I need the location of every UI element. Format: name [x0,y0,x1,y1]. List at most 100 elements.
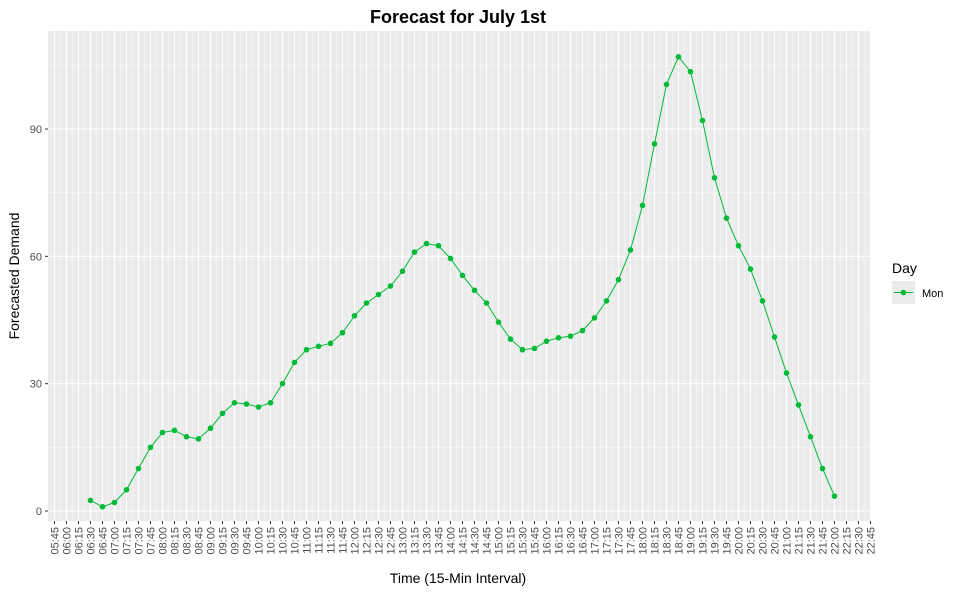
data-point [627,247,634,253]
x-tick-label: 13:45 [434,527,446,555]
data-point [591,315,598,321]
x-tick-label: 10:00 [254,527,266,555]
x-tick-label: 21:45 [818,527,830,555]
data-point [351,312,358,319]
data-point [135,465,142,472]
x-tick-label: 22:00 [830,527,842,555]
data-point [747,266,754,272]
x-tick-label: 14:45 [482,527,494,555]
data-point [99,503,106,510]
x-tick-label: 07:15 [122,527,134,555]
data-point [87,497,94,504]
data-point [687,68,694,75]
x-tick-label: 13:00 [398,527,410,555]
x-tick-label: 18:15 [650,527,662,555]
x-tick-label: 06:00 [62,527,74,555]
x-tick-label: 14:30 [470,527,482,555]
data-point [327,340,334,347]
x-tick-label: 21:00 [782,527,794,555]
x-tick-label: 22:15 [842,527,854,555]
data-point [315,343,322,350]
data-point [555,335,562,341]
data-point [495,319,502,325]
data-point [639,202,646,209]
data-point [771,334,778,340]
data-point [663,81,670,88]
y-tick-label: 60 [30,251,42,263]
data-point [183,433,190,440]
x-tick-label: 14:00 [446,527,458,555]
x-tick-label: 05:45 [50,527,62,555]
data-point [567,333,574,339]
x-tick-label: 13:30 [422,527,434,555]
data-point [147,444,154,451]
data-point [255,404,262,410]
x-tick-label: 06:45 [98,527,110,555]
x-tick-label: 09:45 [242,527,254,555]
x-tick-label: 12:00 [350,527,362,555]
data-point [363,300,370,306]
data-point [279,380,286,387]
data-point [759,298,766,304]
x-tick-label: 10:45 [290,527,302,555]
data-point [399,268,406,274]
data-point [783,370,790,376]
x-tick-label: 13:15 [410,527,422,555]
x-tick-label: 20:00 [734,527,746,555]
data-point [543,338,550,345]
data-point [243,401,250,407]
x-tick-label: 07:30 [134,527,146,555]
x-axis: 05:45 06:00 06:15 06:30 06:45 07:00 07:15 07:30… [50,521,878,555]
data-point [735,242,742,249]
chart-title: Forecast for July 1st [370,7,546,27]
x-tick-label: 11:45 [338,527,350,554]
x-tick-label: 09:15 [218,527,230,555]
data-point [171,427,178,434]
data-point [459,272,466,279]
x-tick-label: 18:30 [662,527,674,555]
gridlines [48,31,872,521]
x-tick-label: 15:00 [494,527,506,555]
y-tick-label: 90 [30,124,42,136]
data-point [159,429,166,436]
legend-title: Day [892,260,917,276]
x-tick-label: 20:15 [746,527,758,555]
data-point [831,493,838,499]
x-tick-label: 22:30 [854,527,866,555]
data-point [267,399,274,406]
x-tick-label: 19:00 [686,527,698,555]
x-tick-label: 08:30 [182,527,194,555]
x-tick-label: 20:30 [758,527,770,555]
data-point [651,141,658,147]
x-tick-label: 15:30 [518,527,530,555]
x-tick-label: 22:45 [866,527,878,555]
data-point [123,486,130,493]
x-tick-label: 21:30 [806,527,818,555]
x-tick-label: 17:45 [626,527,638,555]
data-point [723,215,730,221]
x-tick-label: 15:45 [530,527,542,555]
data-point [531,345,538,352]
data-point [375,291,382,298]
x-tick-label: 08:45 [194,527,206,555]
x-tick-label: 16:15 [554,527,566,555]
x-tick-label: 08:15 [170,527,182,555]
x-tick-label: 11:30 [326,527,338,554]
x-tick-label: 07:45 [146,527,158,555]
data-point [615,276,622,283]
data-point [195,436,202,442]
data-point [303,346,310,353]
x-tick-label: 09:00 [206,527,218,555]
x-tick-label: 12:30 [374,527,386,555]
x-tick-label: 18:45 [674,527,686,555]
x-tick-label: 16:45 [578,527,590,555]
legend: Day Mon [892,260,943,304]
data-point [447,255,454,262]
data-point [435,242,442,249]
data-point [387,283,394,289]
x-tick-label: 10:30 [278,527,290,555]
x-tick-label: 19:45 [722,527,734,555]
data-point [519,346,526,353]
y-axis: 0 30 60 90 [30,124,48,518]
